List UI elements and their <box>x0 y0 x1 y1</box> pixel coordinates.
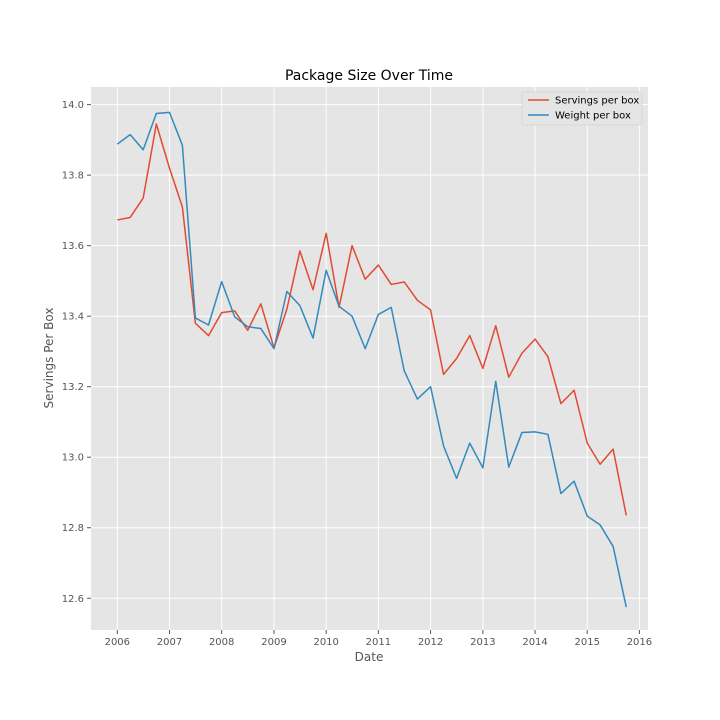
x-tick-label: 2010 <box>313 637 338 648</box>
x-tick-label: 2007 <box>157 637 182 648</box>
x-tick-label: 2016 <box>627 637 652 648</box>
x-tick-label: 2013 <box>470 637 495 648</box>
legend-label: Servings per box <box>555 96 639 107</box>
legend: Servings per box Weight per box <box>521 91 643 126</box>
x-tick-label: 2011 <box>366 637 391 648</box>
series-lines <box>116 111 628 608</box>
y-tick-label: 13.6 <box>62 241 84 252</box>
x-tick-label: 2015 <box>575 637 600 648</box>
axes: 2006 2007 2008 2009 2010 2011 2012 2013 2014 2015… <box>62 100 652 648</box>
y-tick-label: 12.8 <box>62 523 84 534</box>
x-tick-label: 2012 <box>418 637 443 648</box>
x-tick-label: 2009 <box>261 637 286 648</box>
y-tick-label: 13.4 <box>62 312 84 323</box>
legend-box <box>521 91 643 126</box>
x-tick-label: 2008 <box>209 637 234 648</box>
x-tick-label: 2014 <box>522 637 547 648</box>
y-tick-label: 13.2 <box>62 382 84 393</box>
chart-title: Package Size Over Time <box>285 68 453 84</box>
grid-lines <box>91 87 648 630</box>
x-tick-label: 2006 <box>105 637 130 648</box>
legend-label: Weight per box <box>555 111 631 122</box>
y-axis-label: Servings Per Box <box>42 308 56 409</box>
y-tick-label: 13.8 <box>62 171 84 182</box>
y-tick-label: 14.0 <box>62 100 84 111</box>
series-line-weight-per-box <box>116 111 628 608</box>
series-line-servings-per-box <box>117 123 628 516</box>
x-axis-label: Date <box>355 650 384 664</box>
plot-background <box>91 87 648 630</box>
y-tick-label: 13.0 <box>62 453 84 464</box>
y-tick-label: 12.6 <box>62 594 84 605</box>
